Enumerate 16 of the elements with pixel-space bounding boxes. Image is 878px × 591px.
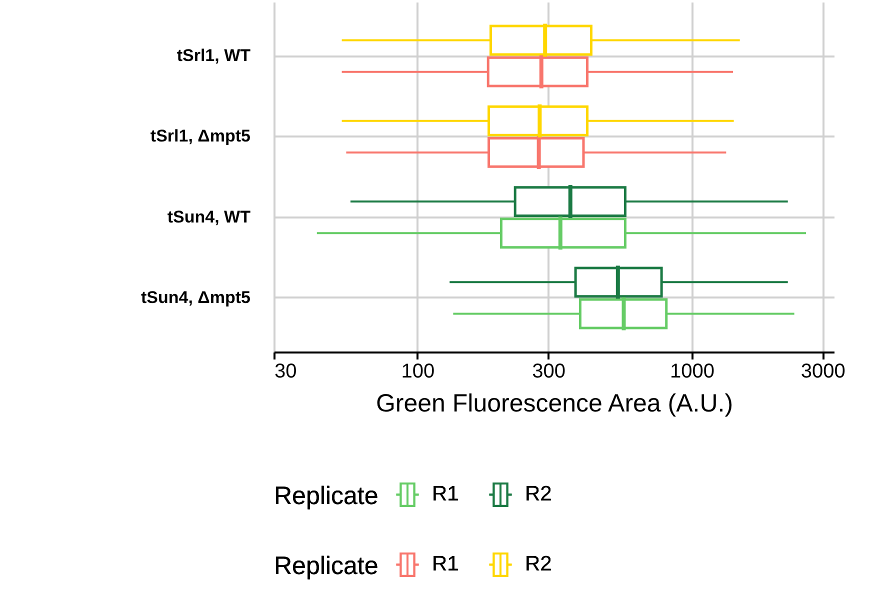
legend-label: R2 bbox=[525, 552, 552, 576]
text: Replicate bbox=[274, 552, 378, 580]
x-tick-label: 30 bbox=[274, 360, 297, 382]
legend-label: R2 bbox=[525, 482, 552, 506]
x-tick-label: 100 bbox=[401, 360, 435, 382]
x-axis-title: Green Fluorescence Area (A.U.) bbox=[376, 390, 734, 418]
legend-label: R1 bbox=[432, 482, 459, 506]
y-tick-label: tSun4, Δmpt5 bbox=[140, 288, 250, 307]
y-tick-label: tSun4, WT bbox=[167, 207, 252, 226]
legend-title: Replicate bbox=[274, 482, 378, 510]
y-tick-label: tSrl1, WT bbox=[176, 46, 252, 66]
y-tick-label: tSrl1, Δmpt5 bbox=[150, 126, 250, 146]
legend-label: R1 bbox=[432, 552, 459, 576]
x-tick-label: 3000 bbox=[800, 360, 846, 382]
x-tick-label: 300 bbox=[532, 360, 566, 382]
x-tick-label: 1000 bbox=[670, 360, 715, 382]
